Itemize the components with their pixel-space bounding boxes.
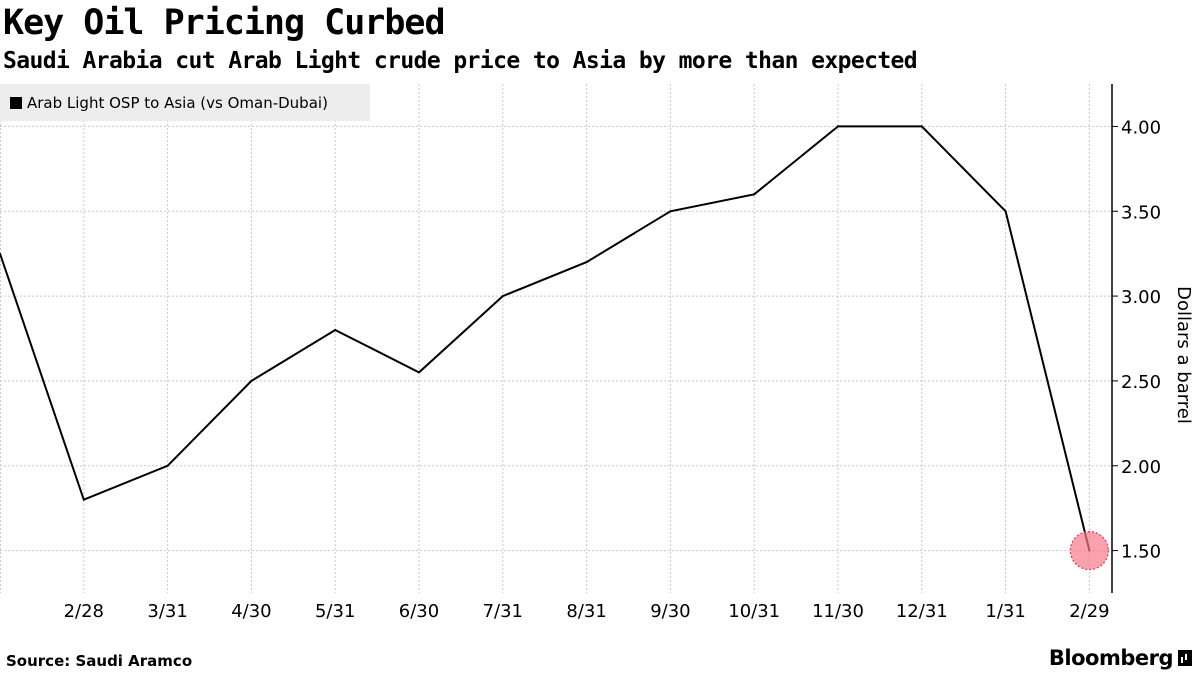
x-tick-label: 1/31 — [985, 601, 1025, 622]
data-point — [837, 125, 839, 128]
vertical-gridlines — [83, 84, 1090, 593]
data-point — [82, 498, 85, 501]
legend: Arab Light OSP to Asia (vs Oman-Dubai) — [0, 84, 370, 121]
gridlines — [0, 125, 1112, 552]
data-point — [501, 295, 504, 298]
x-tick-label: 10/31 — [728, 601, 780, 622]
x-axis-ticks: 2/28 3/31 4/30 5/31 6/30 7/31 8/31 9/30 10/31 11/… — [64, 601, 1110, 622]
data-point — [334, 329, 337, 332]
data-point — [418, 371, 420, 374]
data-point — [920, 125, 923, 128]
data-point — [1004, 210, 1007, 213]
legend-swatch — [10, 96, 22, 109]
x-tick-label: 6/30 — [399, 601, 439, 622]
y-axis-ticks: 1.50 2.00 2.50 3.00 3.50 4.00 — [1112, 117, 1161, 563]
x-tick-label: 2/28 — [64, 601, 104, 622]
legend-label: Arab Light OSP to Asia (vs Oman-Dubai) — [27, 93, 328, 112]
y-tick-label: 3.00 — [1121, 287, 1161, 308]
data-point — [166, 464, 169, 467]
x-tick-label: 11/30 — [812, 601, 864, 622]
chart-title: Key Oil Pricing Curbed — [3, 3, 446, 43]
x-tick-label: 4/30 — [231, 601, 271, 622]
y-tick-label: 2.00 — [1121, 457, 1161, 478]
brand-logo: Bloomberg — [1049, 646, 1192, 670]
x-tick-label: 8/31 — [566, 601, 606, 622]
data-point — [250, 379, 253, 382]
x-tick-label: 5/31 — [315, 601, 355, 622]
y-axis-label: Dollars a barrel — [1173, 286, 1194, 424]
series-points — [0, 125, 1091, 552]
y-tick-label: 1.50 — [1121, 542, 1161, 563]
x-tick-label: 2/29 — [1069, 601, 1109, 622]
y-tick-label: 3.50 — [1121, 202, 1161, 223]
data-point — [0, 252, 1, 255]
x-tick-label: 12/31 — [896, 601, 948, 622]
latest-value-marker — [1069, 530, 1110, 571]
data-point — [669, 210, 672, 213]
brand-name: Bloomberg — [1048, 646, 1174, 670]
chart-subtitle: Saudi Arabia cut Arab Light crude price … — [3, 48, 918, 74]
x-tick-label: 9/30 — [650, 601, 690, 622]
series-line — [0, 125, 1091, 551]
x-tick-label: 7/31 — [483, 601, 523, 622]
line-chart: 1.50 2.00 2.50 3.00 3.50 4.00 2/28 3/31 4/30 5/3… — [0, 84, 1194, 622]
source-note: Source: Saudi Aramco — [6, 652, 193, 670]
y-tick-label: 4.00 — [1121, 117, 1161, 138]
x-tick-label: 3/31 — [147, 601, 187, 622]
data-point — [753, 193, 756, 196]
y-tick-label: 2.50 — [1121, 372, 1161, 393]
data-point — [585, 261, 588, 264]
bloomberg-terminal-icon — [1178, 650, 1192, 666]
